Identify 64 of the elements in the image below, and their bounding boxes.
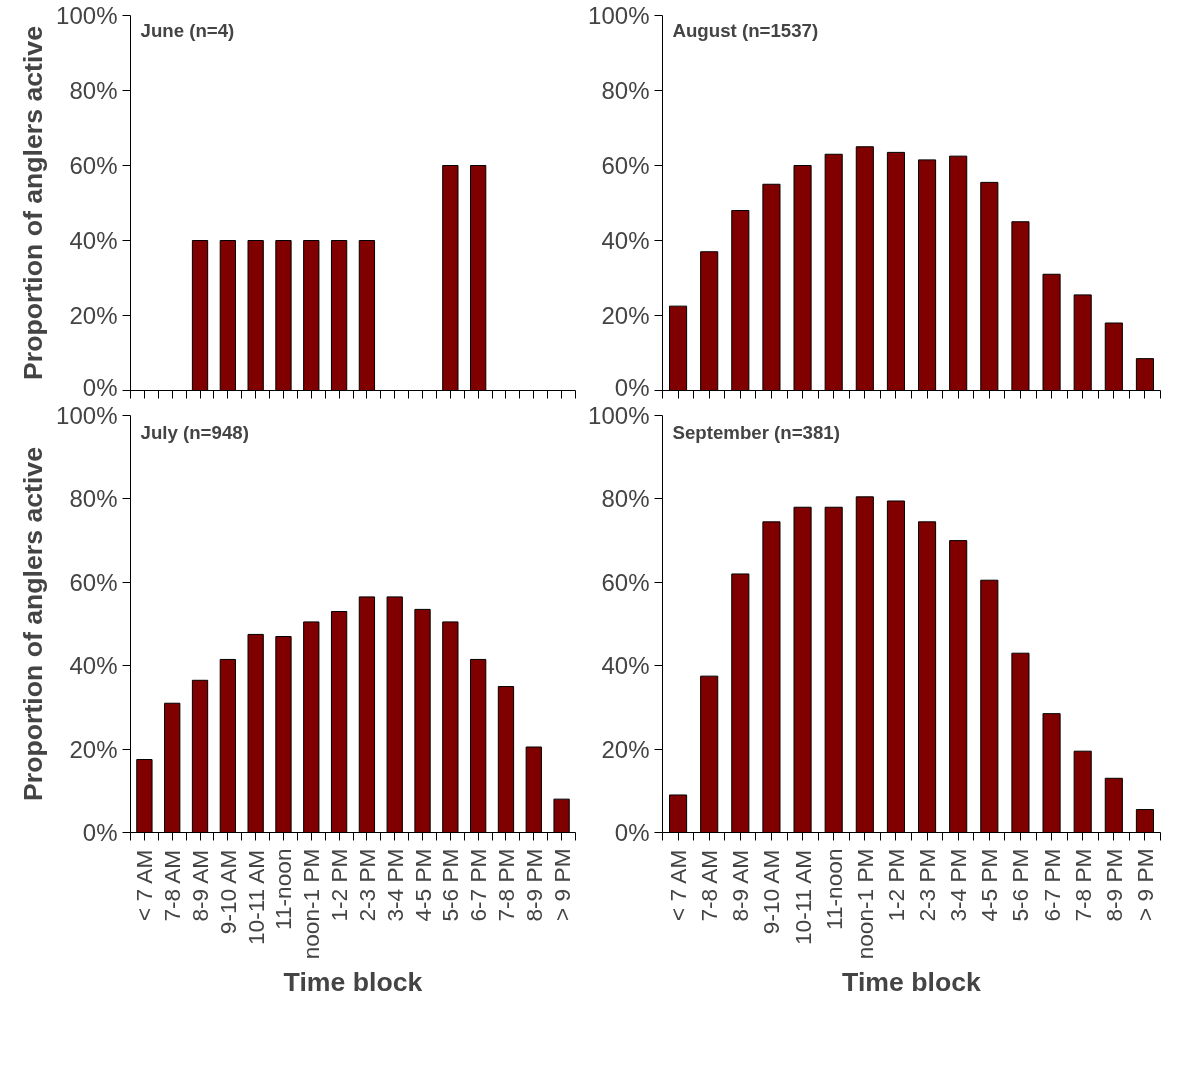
x-tick-label: 8-9 AM bbox=[727, 849, 754, 922]
y-tick-label: 80% bbox=[601, 485, 650, 513]
y-tick-label: 80% bbox=[69, 77, 118, 104]
y-tick-label: 40% bbox=[69, 227, 118, 254]
x-tick-label: 5-6 PM bbox=[437, 848, 464, 922]
y-tick-label: 0% bbox=[614, 819, 650, 846]
x-tick-label: 9-10 AM bbox=[758, 849, 785, 935]
x-tick-label: < 7 AM bbox=[131, 849, 158, 921]
x-tick-label: 1-2 PM bbox=[326, 848, 353, 922]
y-axis-title: Proportion of anglers active bbox=[18, 446, 49, 801]
y-tick-label: 80% bbox=[69, 485, 118, 513]
y-tick-label: 100% bbox=[588, 402, 650, 429]
chart-title: July (n=948) bbox=[140, 421, 249, 443]
x-tick-label: noon-1 PM bbox=[851, 848, 878, 960]
x-tick-label: 4-5 PM bbox=[976, 848, 1003, 922]
x-axis-title: Time block bbox=[283, 967, 423, 998]
x-tick-label: 3-4 PM bbox=[945, 848, 972, 922]
y-tick-label: 40% bbox=[69, 652, 118, 680]
y-tick-label: 40% bbox=[601, 652, 650, 680]
x-tick-label: 7-8 PM bbox=[492, 848, 519, 922]
chart-title: September (n=381) bbox=[672, 421, 840, 443]
chart-title: August (n=1537) bbox=[672, 20, 819, 41]
y-tick-label: 0% bbox=[614, 373, 650, 401]
y-tick-label: 60% bbox=[601, 568, 650, 596]
y-tick-label: 20% bbox=[601, 302, 650, 329]
x-tick-label: 10-11 AM bbox=[789, 849, 816, 946]
x-tick-label: 8-9 AM bbox=[187, 849, 214, 922]
y-tick-label: 100% bbox=[56, 402, 118, 429]
x-tick-label: 3-4 PM bbox=[381, 848, 408, 922]
x-tick-label: 6-7 PM bbox=[1038, 848, 1065, 922]
x-axis-title: Time block bbox=[842, 967, 982, 998]
x-tick-label: 9-10 AM bbox=[214, 849, 241, 935]
y-tick-label: 80% bbox=[601, 77, 650, 104]
y-tick-label: 100% bbox=[56, 2, 118, 29]
x-tick-label: 4-5 PM bbox=[409, 848, 436, 922]
y-tick-label: 60% bbox=[69, 568, 118, 596]
x-tick-label: 2-3 PM bbox=[353, 848, 380, 922]
x-tick-label: > 9 PM bbox=[1131, 848, 1158, 921]
x-tick-label: noon-1 PM bbox=[298, 848, 325, 960]
y-tick-label: 60% bbox=[601, 152, 650, 179]
y-tick-label: 20% bbox=[69, 735, 118, 763]
y-tick-label: 40% bbox=[601, 227, 650, 254]
x-tick-label: 7-8 PM bbox=[1069, 848, 1096, 922]
x-tick-label: 11-noon bbox=[820, 848, 847, 930]
y-tick-label: 20% bbox=[601, 735, 650, 763]
x-tick-label: 8-9 PM bbox=[520, 848, 547, 922]
y-tick-label: 60% bbox=[69, 152, 118, 179]
x-tick-label: 5-6 PM bbox=[1007, 848, 1034, 922]
y-tick-label: 100% bbox=[588, 2, 650, 29]
x-tick-label: 10-11 AM bbox=[242, 849, 269, 946]
x-tick-label: < 7 AM bbox=[665, 849, 692, 921]
x-tick-label: 2-3 PM bbox=[914, 848, 941, 922]
y-tick-label: 0% bbox=[82, 819, 118, 846]
x-tick-label: 6-7 PM bbox=[465, 848, 492, 922]
x-tick-label: > 9 PM bbox=[548, 848, 575, 921]
x-tick-label: 11-noon bbox=[270, 848, 297, 930]
y-tick-label: 0% bbox=[82, 373, 118, 401]
x-tick-label: 8-9 PM bbox=[1100, 848, 1127, 922]
x-tick-label: 7-8 AM bbox=[159, 849, 186, 922]
y-axis-title: Proportion of anglers active bbox=[18, 25, 49, 380]
chart-title: June (n=4) bbox=[140, 20, 235, 41]
x-tick-label: 1-2 PM bbox=[882, 848, 909, 922]
y-tick-label: 20% bbox=[69, 302, 118, 329]
x-tick-label: 7-8 AM bbox=[696, 849, 723, 922]
